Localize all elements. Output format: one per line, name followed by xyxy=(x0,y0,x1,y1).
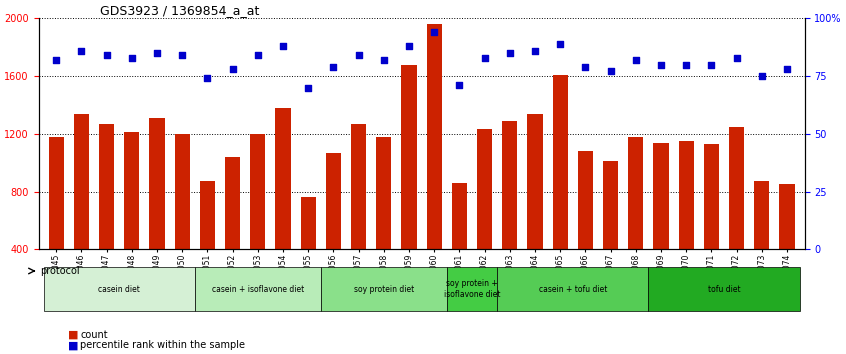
Bar xyxy=(426,24,442,307)
Bar xyxy=(326,153,341,307)
Point xyxy=(679,62,693,67)
Point xyxy=(175,52,189,58)
Point xyxy=(377,57,391,63)
Point xyxy=(629,57,642,63)
Bar xyxy=(276,108,290,307)
Text: tofu diet: tofu diet xyxy=(707,285,740,293)
Bar xyxy=(351,124,366,307)
Point xyxy=(528,48,541,53)
Bar xyxy=(653,143,668,307)
Point xyxy=(226,66,239,72)
Point xyxy=(201,75,214,81)
Text: percentile rank within the sample: percentile rank within the sample xyxy=(80,340,245,350)
FancyBboxPatch shape xyxy=(497,267,648,311)
Bar xyxy=(124,132,140,307)
Text: GDS3923 / 1369854_a_at: GDS3923 / 1369854_a_at xyxy=(100,4,259,17)
Bar xyxy=(452,183,467,307)
Bar xyxy=(704,144,719,307)
Bar xyxy=(729,127,744,307)
Point xyxy=(654,62,667,67)
Text: soy protein +
isoflavone diet: soy protein + isoflavone diet xyxy=(443,279,500,299)
Point xyxy=(478,55,492,61)
FancyBboxPatch shape xyxy=(43,267,195,311)
FancyBboxPatch shape xyxy=(648,267,799,311)
Point xyxy=(402,43,415,49)
Point xyxy=(125,55,139,61)
Text: casein diet: casein diet xyxy=(98,285,140,293)
Bar xyxy=(678,141,694,307)
Bar xyxy=(477,130,492,307)
Point xyxy=(705,62,718,67)
FancyBboxPatch shape xyxy=(447,267,497,311)
Point xyxy=(730,55,744,61)
Point xyxy=(427,29,441,35)
Point xyxy=(503,50,517,56)
Point xyxy=(74,48,88,53)
Bar xyxy=(250,134,266,307)
Bar xyxy=(99,124,114,307)
Bar xyxy=(503,121,517,307)
Text: protocol: protocol xyxy=(40,266,80,276)
Bar xyxy=(401,64,416,307)
Point xyxy=(49,57,63,63)
Bar xyxy=(200,182,215,307)
Bar xyxy=(578,151,593,307)
Bar xyxy=(225,157,240,307)
Point xyxy=(604,69,618,74)
Point xyxy=(251,52,265,58)
Bar xyxy=(755,182,769,307)
Bar xyxy=(300,197,316,307)
FancyBboxPatch shape xyxy=(195,267,321,311)
Bar xyxy=(552,75,568,307)
Bar xyxy=(603,161,618,307)
Bar xyxy=(779,184,794,307)
Point xyxy=(276,43,289,49)
Point xyxy=(100,52,113,58)
Bar xyxy=(74,114,89,307)
Point xyxy=(780,66,794,72)
Text: ■: ■ xyxy=(68,330,78,339)
Point xyxy=(327,64,340,70)
FancyBboxPatch shape xyxy=(321,267,447,311)
Bar xyxy=(629,137,643,307)
Text: casein + tofu diet: casein + tofu diet xyxy=(539,285,607,293)
Bar xyxy=(150,118,164,307)
Text: soy protein diet: soy protein diet xyxy=(354,285,414,293)
Bar xyxy=(376,137,392,307)
Point xyxy=(755,73,768,79)
Text: casein + isoflavone diet: casein + isoflavone diet xyxy=(212,285,304,293)
Bar xyxy=(174,134,190,307)
Point xyxy=(453,82,466,88)
Text: ■: ■ xyxy=(68,340,78,350)
Point xyxy=(301,85,315,91)
Point xyxy=(151,50,164,56)
Bar xyxy=(527,114,542,307)
Text: count: count xyxy=(80,330,108,339)
Point xyxy=(579,64,592,70)
Point xyxy=(352,52,365,58)
Bar xyxy=(48,137,63,307)
Point xyxy=(553,41,567,47)
